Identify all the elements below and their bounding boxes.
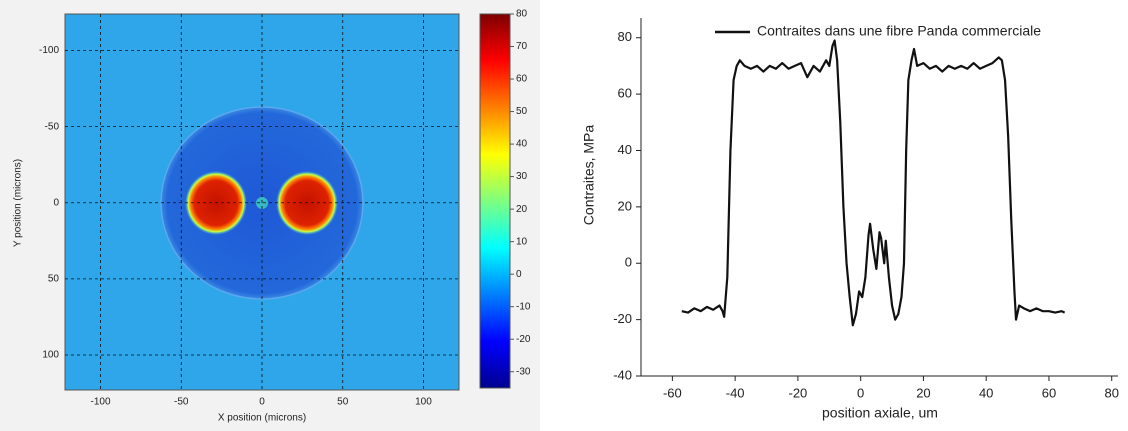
- x-tick-label: -60: [663, 385, 682, 400]
- y-axis-title: Y position (microns): [13, 159, 24, 247]
- x-tick-label: 0: [259, 397, 265, 408]
- y-tick-label: 0: [625, 255, 632, 270]
- colorbar: [479, 13, 511, 389]
- x-tick-label: -20: [789, 385, 808, 400]
- colorbar-tick-label: 30: [516, 171, 528, 182]
- x-tick-label: -100: [91, 397, 111, 408]
- y-axis-title: Contraites, MPa: [581, 125, 597, 226]
- y-tick-label: -50: [45, 121, 60, 132]
- y-tick-label: 20: [618, 198, 632, 213]
- y-tick-label: 80: [618, 29, 632, 44]
- x-axis-title: position axiale, um: [822, 405, 938, 421]
- y-tick-label: 100: [42, 350, 59, 361]
- fiber-core: [256, 197, 268, 209]
- x-tick-label: 40: [979, 385, 993, 400]
- colorbar-tick-label: 80: [516, 9, 528, 20]
- y-tick-label: 50: [48, 274, 60, 285]
- colorbar-tick-label: -30: [516, 366, 531, 377]
- y-tick-label: -20: [613, 311, 632, 326]
- x-tick-label: -40: [726, 385, 745, 400]
- x-tick-label: 60: [1042, 385, 1056, 400]
- legend-label: Contraites dans une fibre Panda commerci…: [757, 23, 1041, 39]
- colorbar-tick-label: -20: [516, 334, 531, 345]
- y-tick-label: 60: [618, 86, 632, 101]
- x-tick-label: 50: [337, 397, 349, 408]
- x-tick-label: 100: [415, 397, 432, 408]
- x-tick-label: 0: [857, 385, 864, 400]
- colorbar-tick-label: 60: [516, 74, 528, 85]
- x-tick-label: 20: [916, 385, 930, 400]
- colorbar-tick-label: 20: [516, 204, 528, 215]
- colorbar-tick-label: 70: [516, 41, 528, 52]
- x-axis-title: X position (microns): [218, 413, 306, 424]
- colorbar-tick-label: -10: [516, 301, 531, 312]
- y-tick-label: -40: [613, 367, 632, 382]
- colorbar-tick-label: 40: [516, 139, 528, 150]
- y-tick-label: -100: [39, 45, 59, 56]
- y-tick-label: 40: [618, 142, 632, 157]
- colorbar-tick-label: 0: [516, 269, 522, 280]
- y-tick-label: 0: [53, 197, 59, 208]
- colorbar-tick-label: 50: [516, 106, 528, 117]
- x-tick-label: 80: [1104, 385, 1118, 400]
- x-tick-label: -50: [174, 397, 189, 408]
- colorbar-tick-label: 10: [516, 236, 528, 247]
- data-line: [681, 39, 1066, 327]
